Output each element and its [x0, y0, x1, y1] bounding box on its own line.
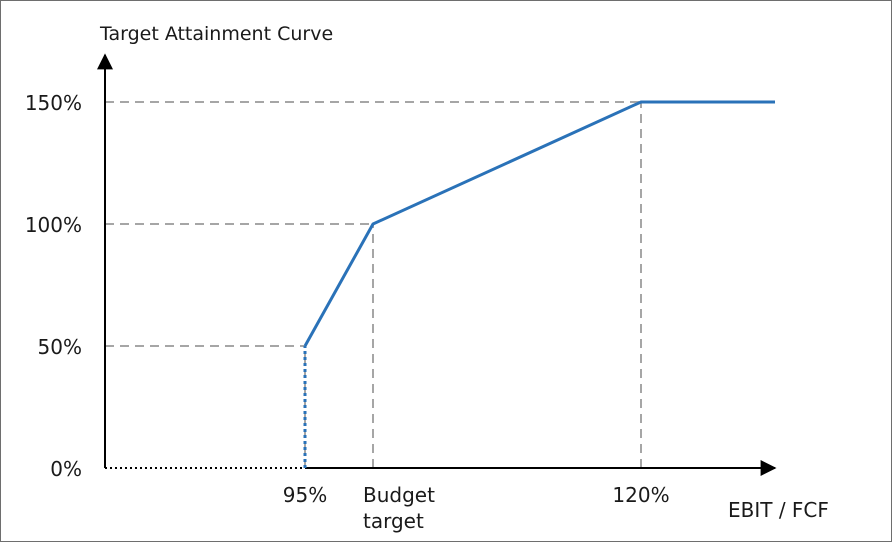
y-tick-label: 100% — [25, 213, 82, 237]
y-tick-label: 150% — [25, 91, 82, 115]
y-tick-label: 50% — [38, 335, 82, 359]
x-axis-label: EBIT / FCF — [728, 498, 829, 522]
chart-title: Target Attainment Curve — [99, 23, 333, 45]
x-tick-label: target — [363, 509, 424, 533]
series-group — [303, 100, 776, 468]
axes — [97, 53, 777, 476]
x-tick-label: 120% — [612, 483, 669, 507]
x-tick-label: Budget — [363, 483, 435, 507]
y-tick-label: 0% — [50, 457, 82, 481]
x-tick-label: 95% — [283, 483, 327, 507]
y-tick-labels: 0% 50% 100% 150% — [25, 91, 82, 481]
attainment-line — [303, 100, 775, 347]
guide-lines — [105, 101, 642, 468]
